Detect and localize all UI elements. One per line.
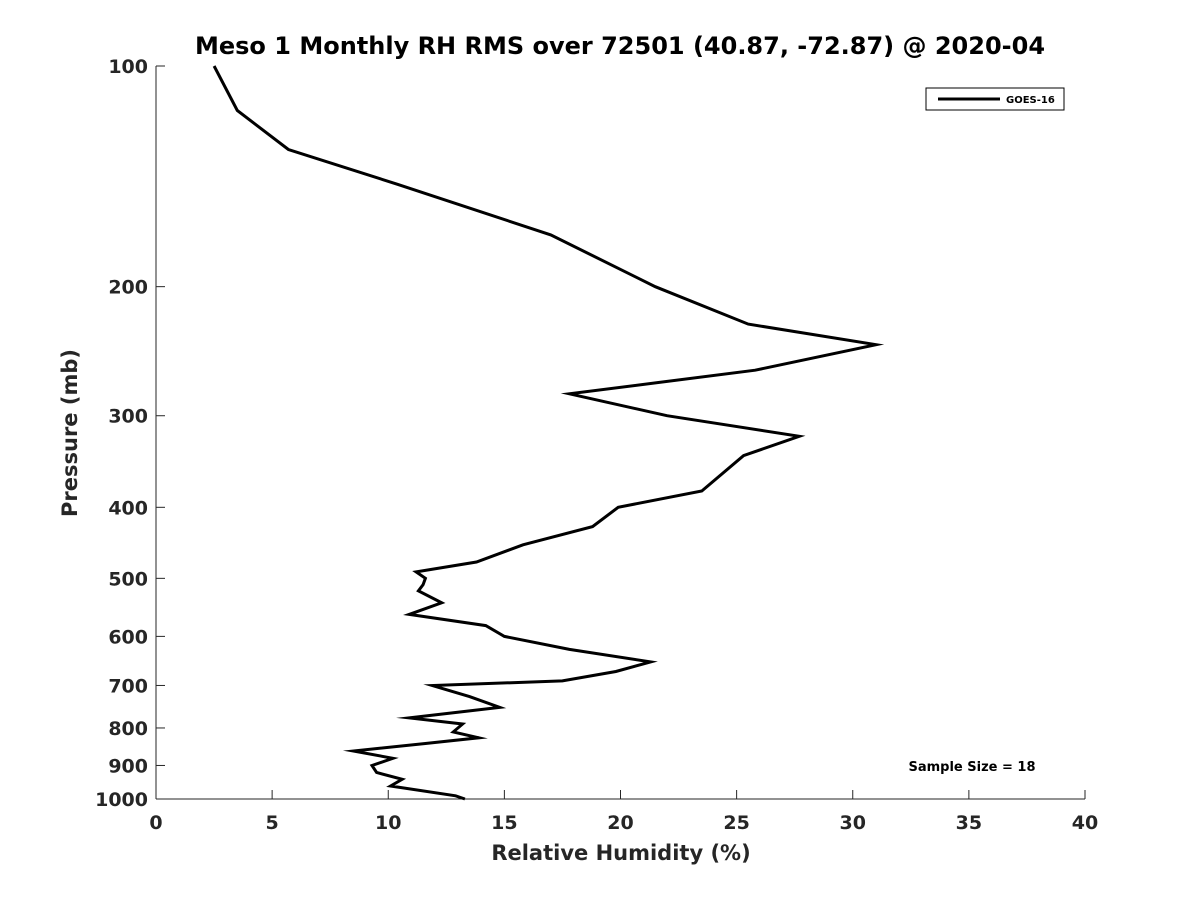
x-tick-label: 25: [723, 812, 749, 834]
x-tick-label: 0: [149, 812, 162, 834]
y-tick-label: 700: [108, 675, 148, 697]
y-axis-label: Pressure (mb): [58, 349, 82, 517]
x-tick-label: 10: [375, 812, 401, 834]
y-tick-label: 400: [108, 497, 148, 519]
x-axis-ticks: 0 5 10 15 20 25 30 35 40: [149, 790, 1098, 834]
x-tick-label: 40: [1072, 812, 1098, 834]
x-tick-label: 35: [956, 812, 982, 834]
y-tick-label: 200: [108, 277, 148, 299]
x-tick-label: 20: [607, 812, 633, 834]
axes: [155, 66, 1085, 800]
series-layer: [212, 65, 885, 801]
x-tick-label: 15: [491, 812, 517, 834]
y-tick-label: 900: [108, 755, 148, 777]
y-tick-label: 1000: [95, 789, 148, 811]
y-tick-label: 600: [108, 626, 148, 648]
y-tick-label: 100: [108, 56, 148, 78]
legend-label-goes-16: GOES-16: [1006, 95, 1055, 106]
x-tick-label: 30: [840, 812, 866, 834]
series-line-goes-16: [212, 65, 885, 801]
chart-title: Meso 1 Monthly RH RMS over 72501 (40.87,…: [195, 32, 1045, 60]
y-tick-label: 500: [108, 568, 148, 590]
x-axis-label: Relative Humidity (%): [491, 841, 750, 865]
y-axis-ticks: 100 200 300 400 500 600 700 800 900 1000: [95, 56, 165, 811]
y-tick-label: 300: [108, 406, 148, 428]
y-tick-label: 800: [108, 718, 148, 740]
legend: GOES-16: [925, 87, 1065, 111]
sample-size-annotation: Sample Size = 18: [908, 760, 1035, 775]
x-tick-label: 5: [266, 812, 279, 834]
